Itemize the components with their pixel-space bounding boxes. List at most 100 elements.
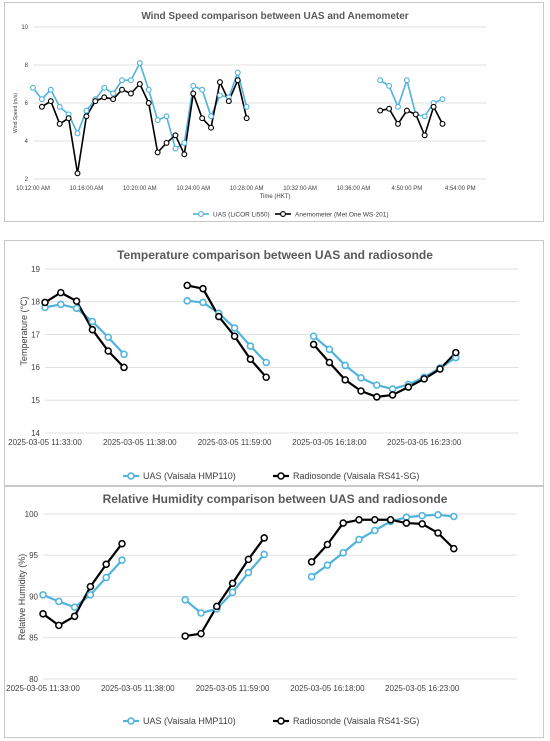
data-point-reference [83, 113, 90, 120]
data-point-reference [388, 391, 397, 399]
data-point-reference [56, 120, 63, 127]
series-line-uas [312, 335, 457, 391]
y-tick-label: 14 [31, 429, 40, 438]
data-point-uas [83, 107, 90, 114]
x-tick-label: 2025-03-05 16:18:00 [292, 438, 367, 447]
wind-speed-chart-panel: Wind Speed comparison between UAS and An… [4, 2, 544, 222]
data-point-reference [230, 332, 239, 341]
x-tick-label: 10:12:00 AM [16, 186, 50, 192]
data-point-reference [402, 519, 411, 527]
y-tick-label: 90 [29, 592, 38, 601]
data-point-reference [216, 79, 223, 86]
x-tick-label: 2025-03-05 11:59:00 [196, 684, 270, 693]
x-tick-label: 10:20:00 AM [123, 186, 157, 192]
data-point-uas [450, 512, 458, 521]
data-point-uas [88, 317, 97, 326]
data-point-reference [136, 81, 143, 87]
x-tick-label: 10:24:00 AM [176, 186, 210, 192]
data-point-reference [199, 284, 207, 293]
data-point-reference [450, 544, 458, 553]
x-tick-label: 2025-03-05 16:18:00 [290, 684, 365, 693]
data-point-reference [373, 393, 381, 401]
data-point-uas [208, 113, 214, 120]
series-line-uas [184, 553, 266, 615]
data-point-uas [199, 298, 207, 307]
data-point-uas [86, 591, 95, 599]
data-point-reference [234, 77, 241, 84]
y-tick-label: 2 [25, 177, 29, 183]
data-point-reference [183, 281, 191, 290]
data-point-uas [262, 358, 270, 367]
data-point-reference [262, 373, 270, 382]
data-point-uas [72, 304, 81, 313]
data-point-uas [56, 103, 63, 110]
data-point-uas [119, 77, 125, 84]
x-tick-label: 2025-03-05 11:38:00 [101, 684, 175, 693]
data-point-reference [371, 516, 379, 524]
data-point-reference [154, 149, 161, 156]
data-point-reference [172, 132, 179, 139]
y-tick-label: 80 [29, 675, 38, 684]
wind-speed-chart: Wind Speed comparison between UAS and An… [13, 11, 487, 218]
y-tick-label: 19 [31, 265, 40, 274]
data-point-uas [355, 535, 363, 544]
data-point-reference [110, 96, 117, 103]
legend-label: Radiosonde (Vaisala RS41-SG) [293, 471, 419, 481]
data-point-reference [341, 376, 349, 384]
data-point-uas [120, 350, 128, 359]
y-axis-label: Temperature (°C) [19, 296, 29, 365]
x-tick-label: 10:32:00 AM [283, 186, 317, 192]
series-line-uas [310, 513, 454, 578]
data-point-reference [309, 340, 318, 349]
data-point-reference [386, 105, 393, 112]
data-point-reference [86, 582, 95, 591]
y-tick-label: 16 [31, 363, 40, 372]
data-point-uas [101, 84, 108, 91]
data-point-reference [420, 375, 428, 383]
data-point-reference [88, 325, 97, 334]
data-point-reference [434, 529, 442, 537]
data-point-uas [39, 591, 47, 599]
data-point-uas [104, 333, 112, 341]
data-point-uas [136, 60, 143, 67]
chart-title: Relative Humidity comparison between UAS… [103, 492, 448, 506]
data-point-uas [434, 511, 442, 519]
data-point-uas [228, 588, 237, 597]
data-point-reference [181, 632, 189, 640]
data-point-reference [403, 107, 410, 114]
y-tick-label: 4 [25, 139, 29, 145]
data-point-uas [246, 342, 255, 350]
data-point-reference [395, 120, 401, 127]
data-point-uas [339, 549, 347, 557]
data-point-uas [154, 117, 161, 124]
data-point-reference [199, 115, 206, 122]
data-point-reference [145, 100, 152, 106]
data-point-reference [181, 151, 188, 158]
data-point-reference [208, 124, 214, 131]
series-line-reference [186, 284, 268, 378]
y-tick-label: 85 [29, 634, 38, 643]
y-tick-label: 15 [31, 396, 40, 405]
data-point-uas [181, 139, 188, 146]
data-point-reference [213, 602, 221, 611]
data-point-reference [41, 298, 49, 307]
series-line-reference [44, 291, 125, 369]
data-point-reference [244, 555, 253, 564]
data-point-uas [260, 550, 268, 559]
x-tick-label: 2025-03-05 11:33:00 [6, 684, 80, 693]
data-point-reference [430, 103, 437, 110]
data-point-reference [307, 558, 316, 566]
data-point-uas [234, 69, 241, 76]
data-point-reference [225, 98, 232, 105]
data-point-uas [388, 385, 397, 393]
data-point-uas [199, 86, 206, 93]
series-line-reference [185, 537, 266, 638]
data-point-uas [55, 597, 63, 606]
x-tick-label: 2025-03-05 11:59:00 [198, 438, 272, 447]
legend-label: Radiosonde (Vaisala RS41-SG) [293, 716, 419, 726]
data-point-reference [421, 132, 428, 139]
data-point-uas [216, 92, 223, 99]
legend-label: Anemometer (Met One WS-201) [295, 211, 389, 218]
data-point-reference [127, 90, 134, 97]
data-point-reference [386, 516, 395, 524]
